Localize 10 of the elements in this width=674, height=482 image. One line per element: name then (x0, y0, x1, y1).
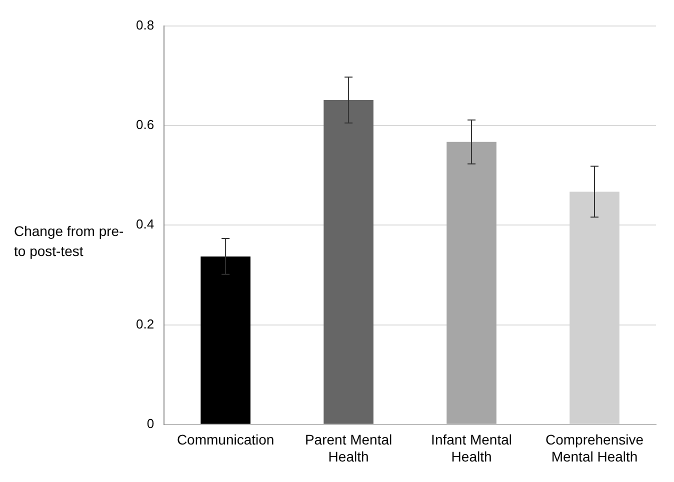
y-tick-label: 0 (146, 416, 154, 431)
x-tick-label: Infant Mental Health (431, 432, 512, 464)
y-tick-label: 0.2 (136, 316, 154, 332)
x-tick-label: Comprehensive Mental Health (545, 432, 644, 464)
y-tick-label: 0.6 (136, 117, 154, 132)
y-tick-label: 0.4 (136, 216, 154, 232)
y-axis-title: Change from pre- to post-test (13, 222, 125, 261)
x-tick-label: Communication (176, 432, 274, 448)
y-tick-label: 0.8 (136, 17, 154, 32)
x-tick-label: Parent Mental Health (304, 432, 392, 464)
